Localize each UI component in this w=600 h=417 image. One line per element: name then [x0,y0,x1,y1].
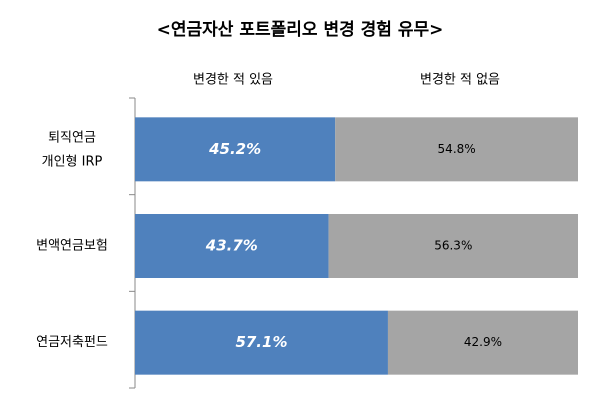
bar-segment [135,310,388,375]
bar-segment [135,117,336,182]
value-label: 57.1% [235,333,287,351]
value-label: 54.8% [438,142,476,156]
category-label: 변액연금보험 [36,239,108,254]
bar-segment [335,117,578,182]
legend-label: 변경한 적 있음 [193,73,273,88]
bar-segment [387,310,578,375]
legend-label: 변경한 적 없음 [420,73,500,88]
chart-title: <연금자산 포트폴리오 변경 경험 유무> [157,19,444,40]
bar-segment [328,214,578,278]
value-label: 45.2% [208,140,261,158]
value-label: 43.7% [205,237,258,255]
value-label: 56.3% [434,239,472,253]
category-label: 연금저축펀드 [36,335,108,350]
category-label: 퇴직연금 개인형 IRP [42,130,103,169]
value-label: 42.9% [464,335,502,349]
bar-segment [135,214,329,278]
